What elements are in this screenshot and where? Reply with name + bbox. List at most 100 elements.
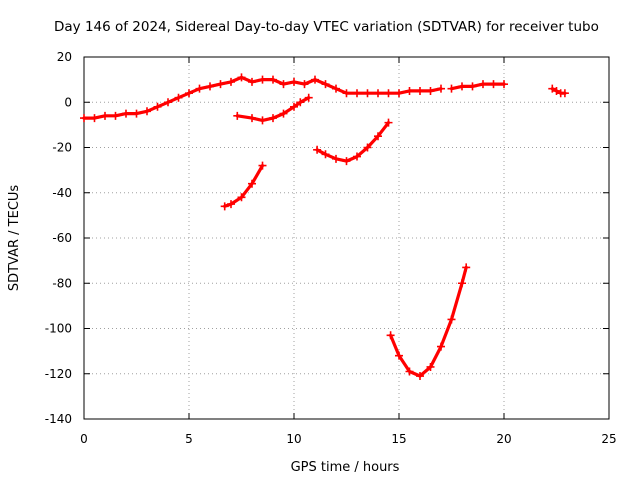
data-point	[374, 89, 382, 98]
data-point	[462, 263, 471, 272]
x-tick-label: 10	[286, 432, 301, 446]
data-point	[290, 102, 298, 111]
data-point	[237, 73, 246, 82]
data-point	[101, 111, 109, 120]
data-point	[489, 80, 498, 89]
series-arc-b	[220, 161, 267, 211]
data-point	[437, 84, 445, 93]
data-point	[384, 89, 393, 98]
series-arc-d	[386, 263, 471, 381]
data-point	[216, 80, 225, 89]
data-point	[447, 315, 456, 324]
data-point	[143, 107, 151, 116]
data-point	[80, 114, 88, 123]
y-tick-label: -20	[52, 141, 72, 155]
data-point	[447, 84, 456, 93]
data-point	[185, 89, 193, 98]
data-point	[258, 116, 267, 125]
data-point	[313, 145, 322, 154]
series-arc-a	[233, 93, 313, 125]
data-point	[426, 362, 435, 371]
data-point	[206, 82, 214, 91]
data-point	[426, 86, 435, 95]
data-point	[548, 84, 557, 93]
data-point	[353, 152, 361, 161]
data-point	[111, 111, 120, 120]
y-tick-label: 20	[57, 50, 72, 64]
data-point	[304, 93, 313, 102]
data-point	[416, 372, 424, 381]
data-point	[279, 80, 288, 89]
data-point	[311, 75, 319, 84]
data-point	[342, 157, 351, 166]
data-point	[164, 98, 172, 107]
data-point	[321, 80, 330, 89]
data-point	[332, 154, 340, 163]
data-point	[290, 77, 298, 86]
data-point	[363, 143, 372, 152]
data-point	[386, 331, 395, 340]
data-point	[300, 80, 309, 89]
data-point	[342, 89, 351, 98]
data-point	[248, 114, 256, 123]
x-tick-label: 20	[496, 432, 511, 446]
x-tick-label: 5	[185, 432, 193, 446]
data-point	[233, 111, 242, 120]
data-point	[384, 118, 393, 127]
y-tick-label: -100	[45, 322, 72, 336]
data-point	[248, 77, 256, 86]
y-tick-label: -120	[45, 367, 72, 381]
data-point	[353, 89, 361, 98]
x-tick-label: 0	[80, 432, 88, 446]
data-point	[332, 84, 340, 93]
series-end-fragment	[548, 84, 569, 98]
data-point	[321, 150, 330, 159]
series-main-track	[80, 73, 445, 123]
data-point	[479, 80, 487, 89]
data-point	[227, 77, 235, 86]
data-point	[122, 109, 130, 118]
data-point	[220, 202, 229, 211]
data-point	[395, 351, 403, 360]
x-axis-label: GPS time / hours	[291, 460, 400, 475]
data-point	[437, 342, 445, 351]
axis-ticks: -140 -120 -100 -80 -60 -40 -20 0 20 0 5 10 15 20 25	[45, 50, 617, 446]
data-point	[269, 75, 277, 84]
data-point	[405, 367, 414, 376]
data-point	[153, 102, 162, 111]
data-point	[237, 193, 246, 202]
data-point	[374, 132, 382, 141]
data-point	[195, 84, 204, 93]
data-point	[560, 89, 569, 98]
series-arc-c	[313, 118, 393, 166]
grid	[84, 57, 609, 419]
data-point	[363, 89, 372, 98]
data-point	[405, 86, 414, 95]
data-point	[552, 86, 561, 95]
y-tick-label: -80	[52, 276, 72, 290]
data-point	[248, 179, 256, 188]
series-line	[315, 121, 391, 163]
data-point	[296, 98, 305, 107]
data-point	[258, 161, 267, 170]
x-tick-label: 15	[391, 432, 406, 446]
data-point	[279, 109, 288, 118]
data-point	[458, 279, 466, 288]
data-point	[395, 89, 403, 98]
data-point	[416, 86, 424, 95]
series-late-track	[447, 80, 508, 93]
y-tick-label: -140	[45, 412, 72, 426]
chart-title: Day 146 of 2024, Sidereal Day-to-day VTE…	[54, 19, 599, 35]
data-series	[80, 73, 569, 381]
data-point	[227, 200, 235, 209]
data-point	[174, 93, 183, 102]
data-point	[500, 80, 508, 89]
y-tick-label: -40	[52, 186, 72, 200]
data-point	[468, 82, 477, 91]
data-point	[90, 114, 99, 123]
x-tick-label: 25	[601, 432, 616, 446]
data-point	[458, 82, 466, 91]
data-point	[258, 75, 267, 84]
data-point	[132, 109, 141, 118]
